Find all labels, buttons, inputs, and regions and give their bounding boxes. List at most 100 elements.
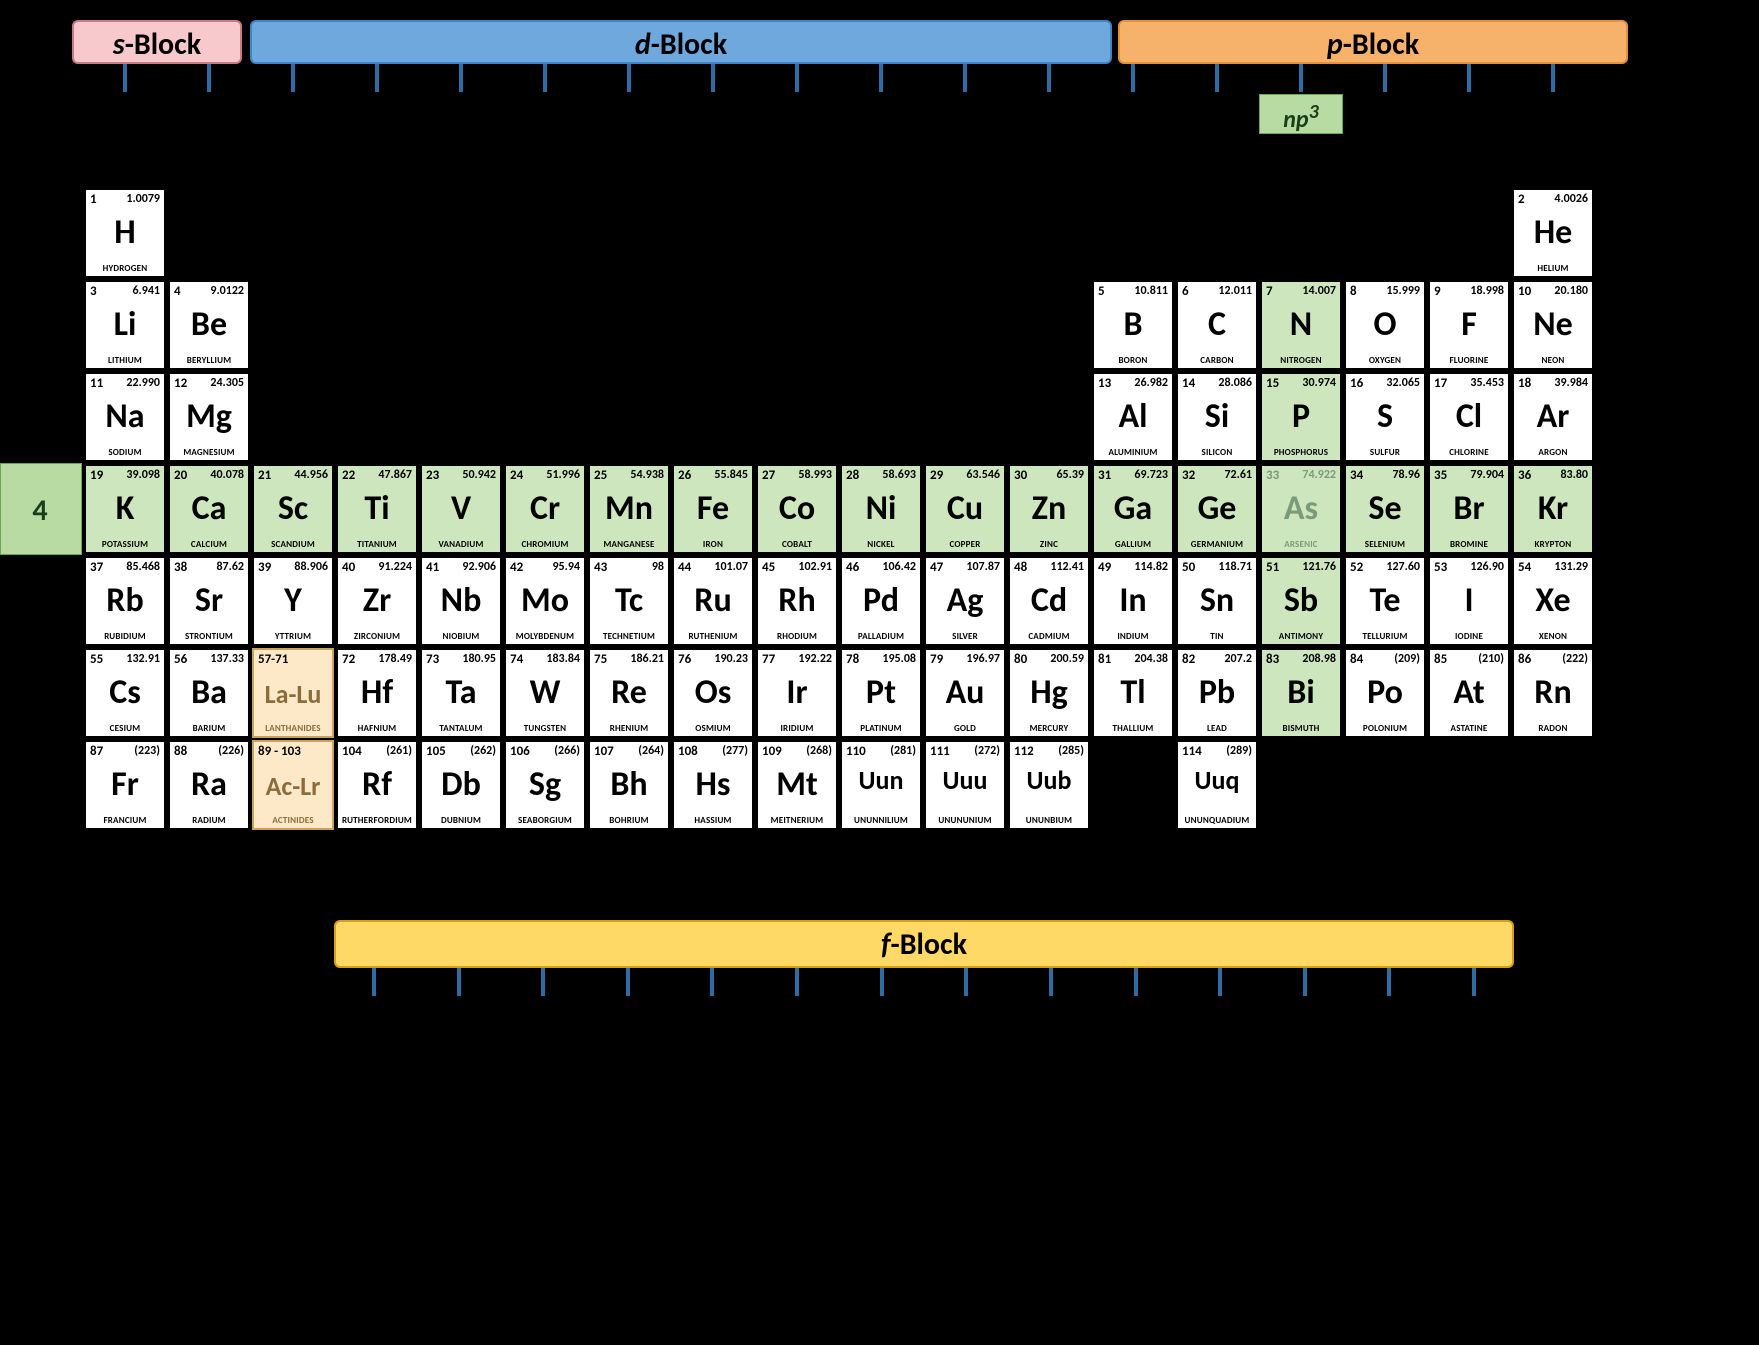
atomic-number: 38 <box>174 560 187 575</box>
element-symbol: Ra <box>170 764 248 805</box>
atomic-number: 8 <box>1350 284 1357 299</box>
element-symbol: Po <box>1346 672 1424 713</box>
atomic-number: 112 <box>1014 744 1034 759</box>
atomic-number: 39 <box>258 560 271 575</box>
element-cell-La-Lu: 57-71La-LuLANTHANIDES <box>252 648 334 738</box>
element-name: UNUNQUADIUM <box>1178 815 1256 826</box>
element-symbol: Os <box>674 672 752 713</box>
element-symbol: H <box>86 212 164 253</box>
element-cell-Mn: 2554.938MnMANGANESE <box>588 464 670 554</box>
element-symbol: Kr <box>1514 488 1592 529</box>
element-name: CADMIUM <box>1010 631 1088 642</box>
atomic-number: 43 <box>594 560 607 575</box>
atomic-number: 42 <box>510 560 523 575</box>
element-cell-Xe: 54131.29XeXENON <box>1512 556 1594 646</box>
element-cell-O: 815.999OOXYGEN <box>1344 280 1426 370</box>
atomic-number: 16 <box>1350 376 1363 391</box>
atomic-number: 31 <box>1098 468 1111 483</box>
element-cell-Po: 84(209)PoPOLONIUM <box>1344 648 1426 738</box>
element-symbol: B <box>1094 304 1172 345</box>
element-name: MOLYBDENUM <box>506 631 584 642</box>
element-cell-Zr: 4091.224ZrZIRCONIUM <box>336 556 418 646</box>
element-name: BARIUM <box>170 723 248 734</box>
element-cell-Tl: 81204.38TlTHALLIUM <box>1092 648 1174 738</box>
element-symbol: Te <box>1346 580 1424 621</box>
atomic-number: 106 <box>510 744 530 759</box>
element-symbol: He <box>1514 212 1592 253</box>
atomic-mass: 200.59 <box>1050 652 1084 666</box>
atomic-number: 55 <box>90 652 103 667</box>
element-cell-Uuq: 114(289)UuqUNUNQUADIUM <box>1176 740 1258 830</box>
atomic-mass: (222) <box>1562 652 1588 666</box>
top-tick <box>711 64 715 92</box>
atomic-mass: 30.974 <box>1302 376 1336 390</box>
element-name: UNUNNILIUM <box>842 815 920 826</box>
top-tick <box>1047 64 1051 92</box>
atomic-mass: 106.42 <box>882 560 916 574</box>
element-symbol: Xe <box>1514 580 1592 621</box>
element-symbol: Si <box>1178 396 1256 437</box>
element-symbol: N <box>1262 304 1340 345</box>
element-cell-Cu: 2963.546CuCOPPER <box>924 464 1006 554</box>
element-name: ARSENIC <box>1262 539 1340 550</box>
element-cell-Re: 75186.21ReRHENIUM <box>588 648 670 738</box>
element-symbol: Sr <box>170 580 248 621</box>
atomic-number: 82 <box>1182 652 1195 667</box>
atomic-mass: 6.941 <box>132 284 160 298</box>
element-name: TUNGSTEN <box>506 723 584 734</box>
element-symbol: Re <box>590 672 668 713</box>
atomic-mass: 88.906 <box>294 560 328 574</box>
atomic-mass: 91.224 <box>378 560 412 574</box>
atomic-mass: (285) <box>1058 744 1084 758</box>
element-symbol: Br <box>1430 488 1508 529</box>
element-cell-Uub: 112(285)UubUNUNBIUM <box>1008 740 1090 830</box>
element-symbol: Tl <box>1094 672 1172 713</box>
atomic-number: 28 <box>846 468 859 483</box>
element-cell-Bi: 83208.98BiBISMUTH <box>1260 648 1342 738</box>
element-symbol: Nb <box>422 580 500 621</box>
element-symbol: Zn <box>1010 488 1088 529</box>
element-cell-As: 3374.922AsARSENIC <box>1260 464 1342 554</box>
top-tick <box>879 64 883 92</box>
top-tick <box>795 64 799 92</box>
element-symbol: Sn <box>1178 580 1256 621</box>
element-cell-Ir: 77192.22IrIRIDIUM <box>756 648 838 738</box>
atomic-number: 107 <box>594 744 614 759</box>
atomic-number: 9 <box>1434 284 1441 299</box>
element-symbol: Sc <box>254 488 332 529</box>
atomic-number: 46 <box>846 560 859 575</box>
atomic-mass: 54.938 <box>630 468 664 482</box>
element-symbol: Fr <box>86 764 164 805</box>
element-symbol: Y <box>254 580 332 621</box>
atomic-mass: 32.065 <box>1386 376 1420 390</box>
element-name: INDIUM <box>1094 631 1172 642</box>
element-cell-He: 24.0026HeHELIUM <box>1512 188 1594 278</box>
atomic-mass: 1.0079 <box>126 192 160 206</box>
atomic-mass: 55.845 <box>714 468 748 482</box>
atomic-mass: 195.08 <box>882 652 916 666</box>
atomic-number: 88 <box>174 744 187 759</box>
atomic-mass: 107.87 <box>966 560 1000 574</box>
top-tick <box>459 64 463 92</box>
element-name: HASSIUM <box>674 815 752 826</box>
element-cell-Sn: 50118.71SnTIN <box>1176 556 1258 646</box>
element-cell-Ni: 2858.693NiNICKEL <box>840 464 922 554</box>
element-cell-Se: 3478.96SeSELENIUM <box>1344 464 1426 554</box>
atomic-mass: 207.2 <box>1224 652 1252 666</box>
element-symbol: F <box>1430 304 1508 345</box>
element-symbol: I <box>1430 580 1508 621</box>
element-symbol: Tc <box>590 580 668 621</box>
element-name: LEAD <box>1178 723 1256 734</box>
element-symbol: Ni <box>842 488 920 529</box>
f-tick <box>1218 968 1222 996</box>
atomic-number: 26 <box>678 468 691 483</box>
element-name: IODINE <box>1430 631 1508 642</box>
element-symbol: Bi <box>1262 672 1340 713</box>
element-name: MANGANESE <box>590 539 668 550</box>
element-name: LANTHANIDES <box>254 723 332 734</box>
element-name: ANTIMONY <box>1262 631 1340 642</box>
element-name: ARGON <box>1514 447 1592 458</box>
element-symbol: Ru <box>674 580 752 621</box>
top-tick <box>375 64 379 92</box>
element-symbol: Cd <box>1010 580 1088 621</box>
